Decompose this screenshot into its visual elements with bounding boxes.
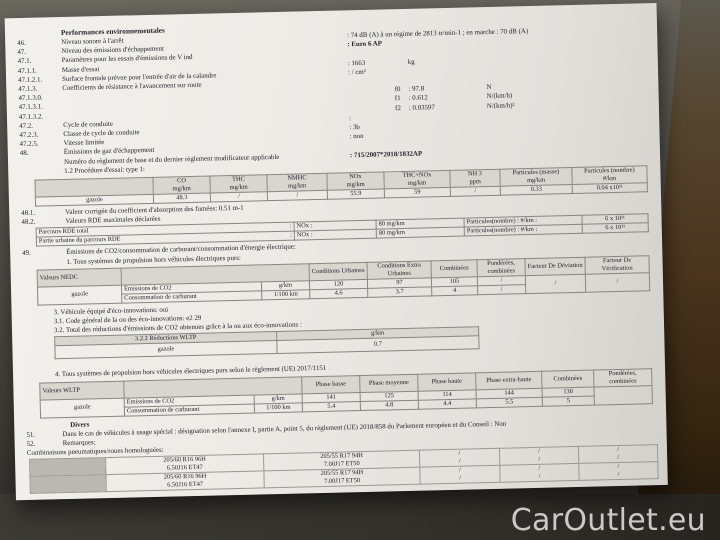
cell-haute: 4.4 <box>418 398 477 409</box>
col-header-extra-urbaines: Conditions Extra Urbaines <box>366 260 432 280</box>
cell-pn: 0.04 x10¹¹ <box>572 182 648 194</box>
rde-nox-value: 80 mg/km <box>376 227 465 239</box>
item-number: 48.2. <box>21 218 36 227</box>
fuel-label: gazole <box>37 285 122 305</box>
col-header-phase-extra-haute: Phase extra-haute <box>475 370 543 390</box>
unit-label: 1/100 km <box>261 289 310 300</box>
tire-combo-empty: / / <box>419 448 500 468</box>
header-section: 46. Niveau sonore à l'arrêt : 74 dB (A) … <box>17 24 650 177</box>
col-header-co: CO mg/km <box>152 176 211 195</box>
tire-combo-empty: / / <box>578 462 659 481</box>
tire-combo-empty: / / <box>499 463 580 483</box>
col-header-pn: Particules (nombre) #/km <box>571 165 648 185</box>
col-header-phase-haute: Phase haute <box>417 372 477 391</box>
fuel-label: gazole <box>40 397 125 418</box>
col-header-nox: NOx mg/km <box>326 171 385 191</box>
tire-combo-1: 205/60 R16 96H 6.50J16 ET47 <box>105 471 265 493</box>
cell-nmhc: / <box>267 190 328 201</box>
cell-verification: / <box>585 272 650 293</box>
col-header-combinees: Combinées <box>541 369 594 388</box>
cell-thc: / <box>210 191 268 203</box>
tire-combo-empty: / / <box>419 465 501 485</box>
rde-nox-label: NOx : <box>294 229 377 241</box>
item-number <box>20 167 64 177</box>
tire-row-label <box>29 458 106 477</box>
cell-pm: 0.33 <box>500 184 573 196</box>
cell-combinees: 5 <box>542 395 595 406</box>
cell-deviation: / <box>525 274 586 294</box>
nedc-title-cell: Valeurs NEDC <box>37 268 122 288</box>
cell-moyenne: 4.8 <box>360 399 419 411</box>
tire-combo-empty: / / <box>578 445 658 464</box>
cell-urbaines: 4.6 <box>309 288 368 299</box>
col-header-phase-moyenne: Phase moyenne <box>359 373 419 393</box>
col-header-facteur-deviation: Facteur De Déviation <box>524 257 586 276</box>
col-header-facteur-verification: Facteur De Vérification <box>584 255 650 275</box>
col-header-nmhc: NMHC mg/km <box>266 173 328 192</box>
col-header-urbaines: Conditions Urbaines <box>309 262 368 281</box>
item-number: 49. <box>22 250 31 258</box>
col-header-pm: Particules (masse) mg/km <box>499 167 573 187</box>
col-header-nh3: NH 3 ppm <box>449 169 501 188</box>
caroutlet-watermark: CarOutlet.eu <box>510 503 706 538</box>
document-page: Performances environnementales 46. Nivea… <box>4 2 668 501</box>
wltp-title-cell: Valeurs WLTP <box>39 380 125 400</box>
tire-row-label <box>29 475 107 494</box>
cell-nh3: / <box>450 186 501 197</box>
unit-label: 1/100 km <box>254 402 303 413</box>
cell-basse: 5.4 <box>302 401 361 412</box>
cell-co: 48.3 <box>153 193 211 204</box>
cell-thc-nox: 59 <box>384 187 451 198</box>
cell-combinees: 4 <box>431 285 478 296</box>
tire-combo-2: 205/55 R17 94H 7.00J17 ET50 <box>263 467 421 489</box>
cell-ponderees <box>593 385 653 405</box>
col-header-thc-nox: THC+NOx mg/km <box>383 170 451 189</box>
cell-nox: 55.9 <box>327 188 385 200</box>
cell-extra-urbaines: 3.7 <box>367 286 432 298</box>
rde-pn-value: 6 x 10¹¹ <box>582 223 649 234</box>
col-header-thc: THC mg/km <box>209 174 268 194</box>
col-header-ponderees: Pondérées, combinées <box>593 368 652 387</box>
col-header-combinees: Combinées <box>430 259 478 278</box>
col-header-phase-basse: Phase basse <box>301 375 361 394</box>
cell-extra-haute: 5.5 <box>476 396 543 408</box>
photo-bottom-shadow <box>0 494 720 540</box>
fuel-label: gazole <box>35 194 154 207</box>
cell-ponderees: / <box>477 284 526 295</box>
tire-combo-empty: / / <box>499 446 579 466</box>
col-header-ponderees: Pondérées, combinées <box>476 258 526 277</box>
